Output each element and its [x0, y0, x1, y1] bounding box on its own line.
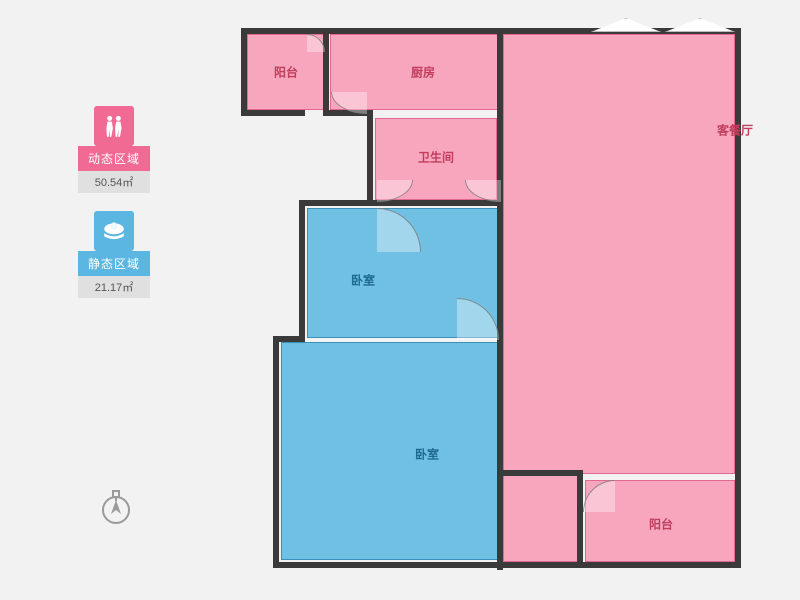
wall-segment: [497, 200, 503, 570]
legend-static-label: 静态区域: [78, 251, 150, 276]
room-hall_strip: [503, 474, 581, 562]
room-label-bathroom: 卫生间: [418, 149, 454, 166]
entry-wedge: [665, 18, 735, 32]
room-label-bedroom2: 卧室: [415, 446, 439, 463]
wall-segment: [241, 28, 501, 34]
legend-dynamic-value: 50.54㎡: [78, 171, 150, 193]
legend-static: 静态区域 21.17㎡: [78, 211, 150, 298]
wall-segment: [497, 110, 503, 116]
floorplan: 阳台厨房客餐厅卫生间卧室卧室阳台: [235, 22, 753, 582]
wall-segment: [367, 110, 373, 204]
wall-segment: [323, 32, 329, 114]
bed-icon: [94, 211, 134, 251]
room-label-living: 客餐厅: [717, 122, 753, 139]
legend: 动态区域 50.54㎡ 静态区域 21.17㎡: [78, 106, 150, 316]
wall-segment: [735, 28, 741, 568]
room-bedroom2: [281, 342, 499, 560]
room-living: [503, 34, 735, 474]
legend-dynamic: 动态区域 50.54㎡: [78, 106, 150, 193]
compass-icon: [96, 488, 136, 528]
room-label-balcony2: 阳台: [649, 516, 673, 533]
wall-segment: [273, 336, 279, 566]
wall-segment: [577, 470, 583, 566]
wall-segment: [241, 110, 305, 116]
people-icon: [94, 106, 134, 146]
legend-static-value: 21.17㎡: [78, 276, 150, 298]
room-label-balcony1: 阳台: [274, 64, 298, 81]
wall-segment: [501, 470, 581, 476]
room-label-bedroom1: 卧室: [351, 272, 375, 289]
wall-segment: [273, 562, 503, 568]
legend-dynamic-label: 动态区域: [78, 146, 150, 171]
room-label-kitchen: 厨房: [411, 64, 435, 81]
wall-segment: [371, 200, 501, 206]
wall-segment: [497, 28, 503, 204]
wall-segment: [241, 28, 247, 114]
wall-segment: [501, 562, 741, 568]
wall-segment: [299, 200, 305, 340]
entry-wedge: [591, 18, 661, 32]
wall-segment: [299, 200, 373, 206]
